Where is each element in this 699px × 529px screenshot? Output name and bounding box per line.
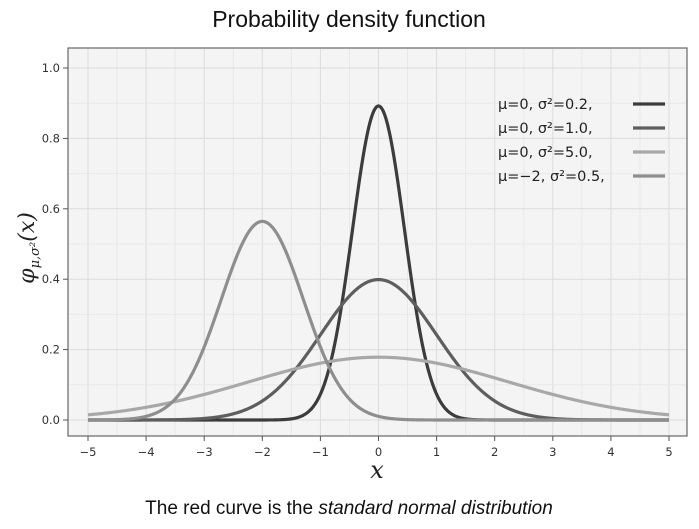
x-tick-label: 1 [433, 445, 440, 459]
legend-label-0: μ=0, σ²=0.2, [498, 97, 593, 113]
legend-label-3: μ=−2, σ²=0.5, [498, 169, 605, 185]
legend-label-1: μ=0, σ²=1.0, [498, 121, 593, 137]
y-tick-label: 0.4 [42, 272, 60, 286]
legend-label-2: μ=0, σ²=5.0, [498, 145, 593, 161]
y-tick-label: 1.0 [42, 61, 60, 75]
y-tick-label: 0.8 [42, 131, 60, 145]
y-axis-label: φμ,σ²(x) [15, 212, 43, 284]
y-axis-label-base: φ [15, 268, 40, 284]
x-tick-label: −1 [312, 445, 329, 459]
y-axis-label-subscript: μ,σ² [28, 242, 43, 269]
series-line-2 [87, 355, 670, 417]
plot-area: −5 −4 −3 −2 −1 0 1 2 3 4 5 0.0 0.2 0.4 0.6 0.8 1.0 μ=0, … [42, 47, 688, 459]
plot-frame [67, 47, 688, 437]
series-line-3 [87, 219, 670, 422]
y-tick-label: 0.6 [42, 202, 60, 216]
chart-title: Probability density function [212, 6, 486, 32]
y-tick-label: 0.0 [42, 413, 60, 427]
x-tick-label: 4 [607, 445, 614, 459]
x-tick-label: −5 [80, 445, 97, 459]
x-axis-label: x [370, 456, 384, 484]
x-tick-label: −4 [138, 445, 155, 459]
x-tick-label: −2 [254, 445, 271, 459]
axis-ticks: −5 −4 −3 −2 −1 0 1 2 3 4 5 0.0 0.2 0.4 0.6 0.8 1.0 [42, 61, 673, 459]
x-tick-label: 0 [375, 445, 382, 459]
chart-caption: The red curve is the standard normal dis… [145, 498, 553, 519]
caption-italic: standard normal distribution [318, 498, 552, 519]
series-curves [87, 104, 670, 422]
y-axis-label-argument: (x) [15, 212, 40, 242]
x-tick-label: 3 [549, 445, 556, 459]
caption-plain: The red curve is the [145, 498, 318, 519]
legend: μ=0, σ²=0.2, μ=0, σ²=1.0, μ=0, σ²=5.0, μ=−2… [498, 97, 665, 185]
x-tick-label: 5 [665, 445, 672, 459]
x-tick-label: 2 [491, 445, 498, 459]
x-tick-label: −3 [196, 445, 213, 459]
y-tick-label: 0.2 [42, 343, 60, 357]
